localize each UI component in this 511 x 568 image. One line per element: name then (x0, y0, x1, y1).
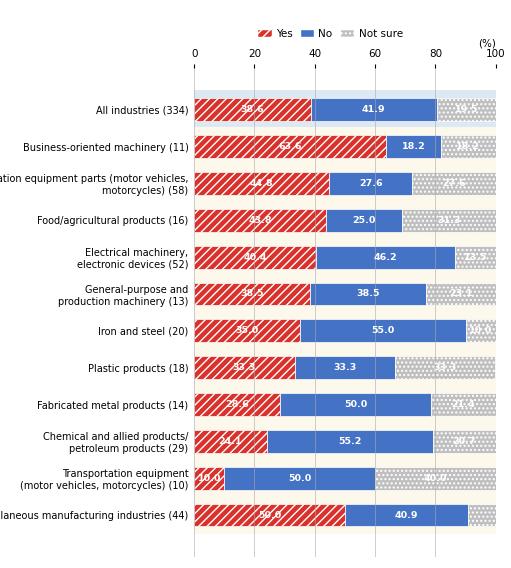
Bar (194, 135, 386, 158)
Bar (194, 90, 496, 129)
Bar (466, 319, 496, 343)
Text: 28.6: 28.6 (225, 400, 249, 409)
Text: 43.8: 43.8 (248, 216, 272, 225)
Text: 41.9: 41.9 (362, 105, 385, 114)
Bar (194, 274, 496, 314)
Text: 20.7: 20.7 (453, 437, 476, 446)
Legend: Yes, No, Not sure: Yes, No, Not sure (253, 24, 407, 43)
Text: 33.3: 33.3 (433, 363, 457, 372)
Bar (194, 311, 496, 350)
Bar (437, 98, 496, 121)
Bar (395, 356, 495, 379)
Bar (194, 467, 224, 490)
Bar (267, 430, 433, 453)
Bar (194, 430, 267, 453)
Bar (194, 127, 496, 166)
Bar (433, 430, 496, 453)
Text: 40.0: 40.0 (424, 474, 447, 483)
Text: 23.1: 23.1 (449, 290, 473, 298)
Bar (316, 246, 455, 269)
Text: 31.3: 31.3 (437, 216, 460, 225)
Text: 50.0: 50.0 (258, 511, 281, 520)
Text: 33.3: 33.3 (233, 363, 256, 372)
Text: 19.5: 19.5 (454, 105, 478, 114)
Text: 55.2: 55.2 (338, 437, 362, 446)
Text: 63.6: 63.6 (278, 142, 302, 151)
Bar (194, 422, 496, 461)
Text: 46.2: 46.2 (374, 253, 398, 262)
Text: 10.0: 10.0 (469, 327, 492, 335)
Bar (441, 135, 496, 158)
Bar (194, 164, 496, 203)
Bar (194, 238, 496, 277)
Bar (300, 319, 466, 343)
Text: (%): (%) (478, 39, 496, 49)
Bar (194, 246, 316, 269)
Bar (329, 172, 412, 195)
Text: 55.0: 55.0 (371, 327, 394, 335)
Bar (194, 209, 326, 232)
Text: 13.5: 13.5 (464, 253, 487, 262)
Text: 38.5: 38.5 (357, 290, 380, 298)
Text: 24.1: 24.1 (219, 437, 242, 446)
Bar (194, 393, 281, 416)
Bar (194, 356, 294, 379)
Bar (402, 209, 496, 232)
Bar (281, 393, 431, 416)
Bar (375, 467, 496, 490)
Text: 50.0: 50.0 (288, 474, 311, 483)
Text: 10.0: 10.0 (198, 474, 221, 483)
Bar (194, 348, 496, 387)
Bar (468, 504, 496, 527)
Bar (386, 135, 441, 158)
Bar (194, 282, 310, 306)
Bar (194, 201, 496, 240)
Text: 40.9: 40.9 (395, 511, 419, 520)
Bar (345, 504, 468, 527)
Bar (412, 172, 496, 195)
Bar (311, 98, 437, 121)
Bar (455, 246, 496, 269)
Bar (294, 356, 395, 379)
Text: 40.4: 40.4 (243, 253, 267, 262)
Text: 35.0: 35.0 (236, 327, 259, 335)
Bar (194, 496, 496, 534)
Text: 33.3: 33.3 (333, 363, 356, 372)
Text: 27.6: 27.6 (359, 179, 383, 188)
Bar (310, 282, 426, 306)
Text: 38.5: 38.5 (241, 290, 264, 298)
Bar (194, 504, 345, 527)
Text: 50.0: 50.0 (344, 400, 367, 409)
Bar (326, 209, 402, 232)
Text: 38.6: 38.6 (241, 105, 264, 114)
Bar (224, 467, 375, 490)
Text: 21.4: 21.4 (452, 400, 475, 409)
Bar (194, 319, 300, 343)
Bar (431, 393, 496, 416)
Bar (426, 282, 496, 306)
Bar (194, 385, 496, 424)
Bar (194, 459, 496, 498)
Text: 25.0: 25.0 (352, 216, 376, 225)
Text: 18.2: 18.2 (456, 142, 480, 151)
Bar (194, 98, 311, 121)
Bar (194, 172, 329, 195)
Text: 18.2: 18.2 (402, 142, 425, 151)
Text: 27.6: 27.6 (442, 179, 466, 188)
Text: 44.8: 44.8 (250, 179, 273, 188)
